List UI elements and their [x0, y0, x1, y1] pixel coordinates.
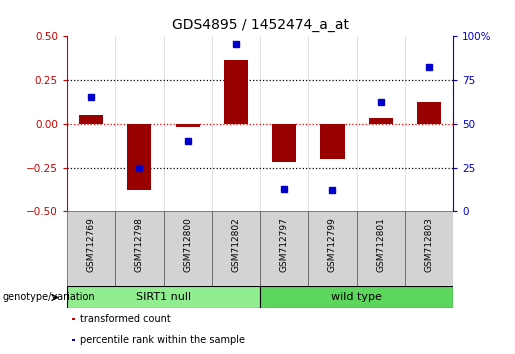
Bar	[417, 102, 441, 124]
Bar	[79, 115, 103, 124]
Bar	[369, 118, 393, 124]
Text: SIRT1 null: SIRT1 null	[136, 292, 191, 302]
Text: wild type: wild type	[331, 292, 382, 302]
Bar	[272, 124, 296, 162]
Bar	[308, 211, 356, 286]
Text: percentile rank within the sample: percentile rank within the sample	[80, 335, 245, 345]
Bar	[212, 211, 260, 286]
Bar	[260, 211, 308, 286]
Bar	[176, 124, 200, 127]
Bar	[67, 211, 115, 286]
Text: GSM712803: GSM712803	[424, 217, 434, 272]
Text: GSM712801: GSM712801	[376, 217, 385, 272]
Text: GSM712797: GSM712797	[280, 217, 289, 272]
Text: GSM712798: GSM712798	[135, 217, 144, 272]
Text: GSM712802: GSM712802	[231, 217, 241, 272]
Text: GSM712799: GSM712799	[328, 217, 337, 272]
Bar	[127, 124, 151, 190]
Text: transformed count: transformed count	[80, 314, 171, 324]
Bar	[163, 211, 212, 286]
Text: GSM712769: GSM712769	[87, 217, 96, 272]
Text: genotype/variation: genotype/variation	[3, 292, 95, 302]
Bar	[320, 124, 345, 159]
Bar	[67, 286, 260, 308]
Bar	[260, 286, 453, 308]
Text: GSM712800: GSM712800	[183, 217, 192, 272]
Title: GDS4895 / 1452474_a_at: GDS4895 / 1452474_a_at	[171, 18, 349, 32]
Bar	[405, 211, 453, 286]
Bar	[224, 60, 248, 124]
Bar	[356, 211, 405, 286]
Bar	[115, 211, 163, 286]
